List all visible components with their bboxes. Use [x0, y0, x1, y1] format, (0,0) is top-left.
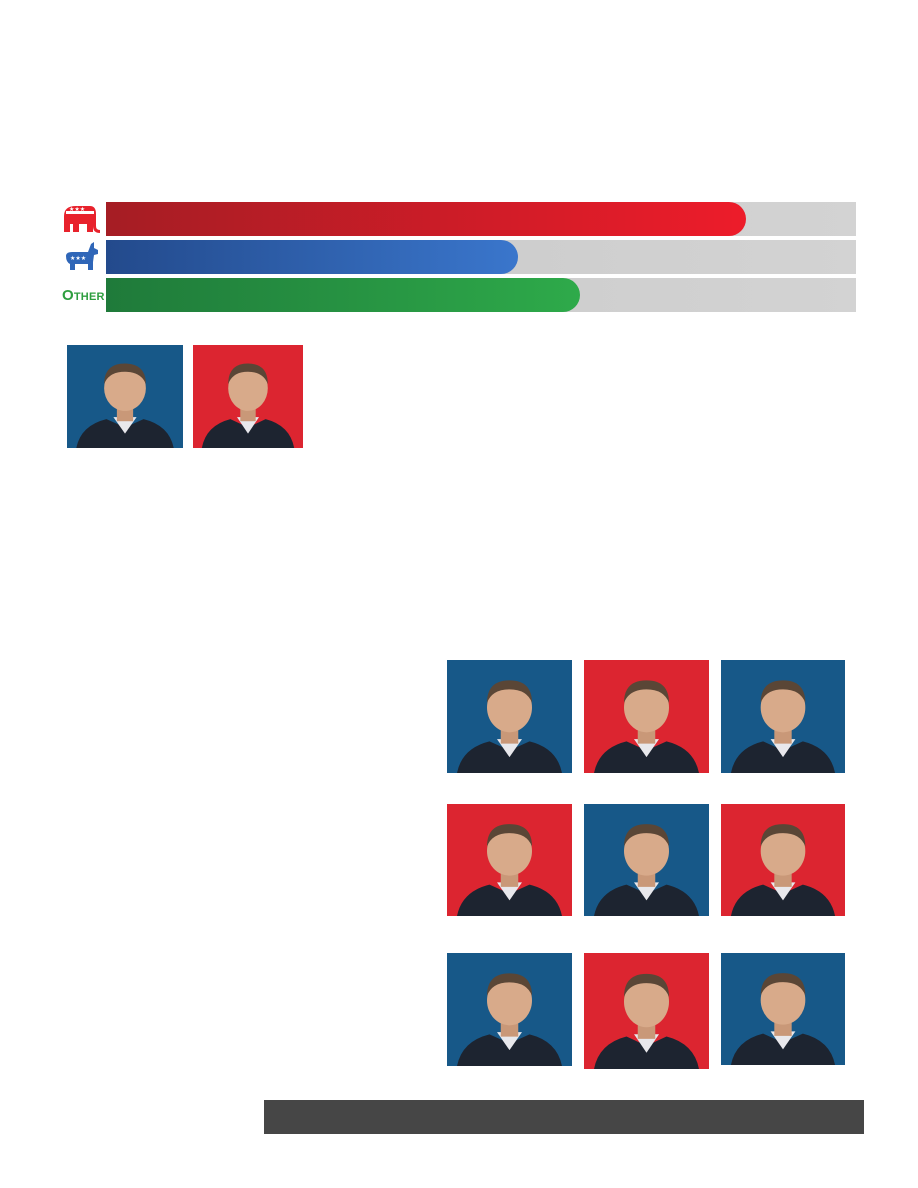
donkey-icon: ★★★ — [66, 242, 98, 270]
svg-text:★★★: ★★★ — [70, 255, 86, 262]
person-silhouette-icon — [721, 953, 845, 1065]
person-silhouette-icon — [721, 804, 845, 916]
portrait — [584, 660, 709, 773]
person-silhouette-icon — [584, 953, 709, 1069]
elephant-icon: ★★★ — [64, 206, 100, 233]
republican-bar-track — [106, 202, 856, 236]
portrait — [721, 804, 845, 916]
portrait — [584, 953, 709, 1069]
footer-bar — [264, 1100, 864, 1134]
person-silhouette-icon — [584, 660, 709, 773]
portrait — [721, 660, 845, 773]
other-bar-track — [106, 278, 856, 312]
person-silhouette-icon — [721, 660, 845, 773]
other-label-initial: O — [62, 287, 74, 304]
other-bar-fill — [106, 278, 580, 312]
person-silhouette-icon — [447, 804, 572, 916]
other-label-rest: THER — [73, 291, 105, 303]
person-silhouette-icon — [584, 804, 709, 916]
portrait — [193, 345, 303, 448]
democrat-bar-fill — [106, 240, 518, 274]
portrait — [721, 953, 845, 1065]
portrait — [447, 660, 572, 773]
svg-text:★★★: ★★★ — [69, 206, 85, 213]
other-label: OTHER — [62, 287, 105, 304]
republican-bar-fill — [106, 202, 746, 236]
portrait — [447, 953, 572, 1066]
person-silhouette-icon — [67, 345, 183, 448]
portrait — [584, 804, 709, 916]
democrat-bar-track — [106, 240, 856, 274]
portrait — [447, 804, 572, 916]
person-silhouette-icon — [447, 660, 572, 773]
portrait — [67, 345, 183, 448]
person-silhouette-icon — [447, 953, 572, 1066]
person-silhouette-icon — [193, 345, 303, 448]
